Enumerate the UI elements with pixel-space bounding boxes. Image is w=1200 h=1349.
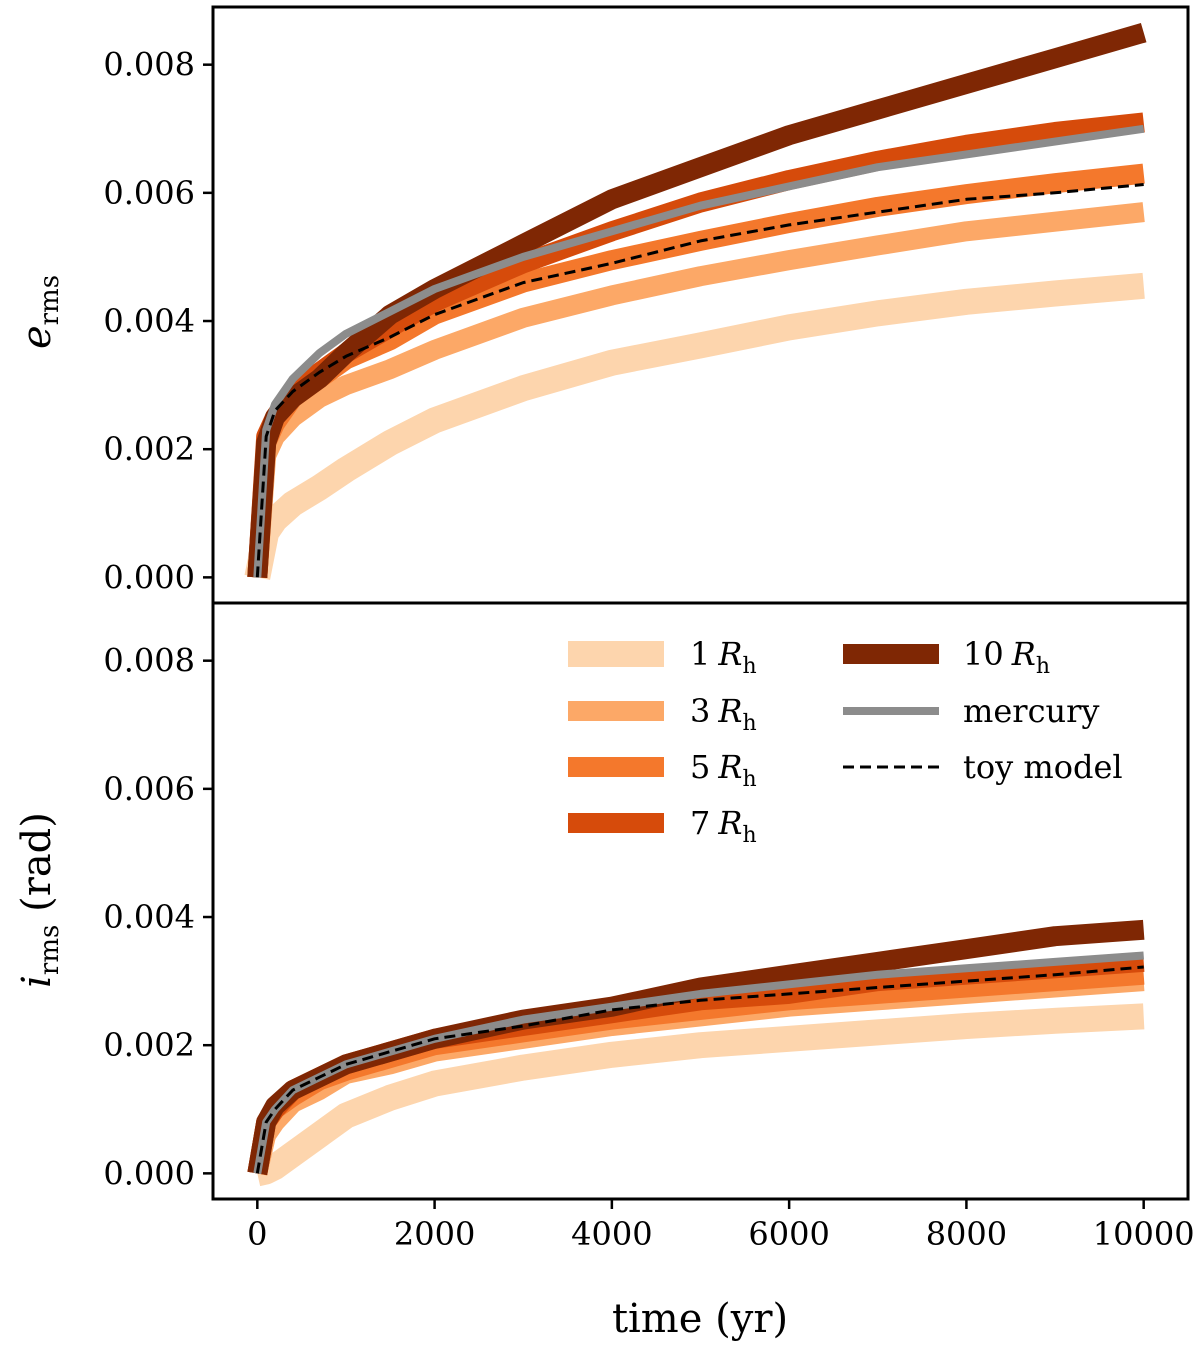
bottom-ytick-label: 0.006	[103, 770, 195, 808]
bottom-xtick-label: 10000	[1093, 1215, 1195, 1253]
bottom-ytick-label: 0.000	[103, 1154, 195, 1192]
top-panel: 0.000 0.002 0.004 0.006 0.008 erms	[14, 5, 1190, 605]
top-y-axis-label: erms	[14, 275, 65, 349]
top-ytick-label: 0.002	[103, 430, 195, 468]
legend-label-5: mercury	[963, 692, 1099, 730]
bottom-xtick-label: 4000	[571, 1215, 652, 1253]
bottom-series-mercury	[253, 951, 1144, 1175]
top-series-mercury	[253, 124, 1145, 578]
bottom-xtick-label: 0	[247, 1215, 267, 1253]
x-axis-label: time (yr)	[612, 1296, 788, 1342]
top-ytick-label: 0.000	[103, 558, 195, 596]
bottom-series-group	[247, 919, 1145, 1187]
top-series-1-r-h	[244, 272, 1145, 580]
bottom-ytick-label: 0.002	[103, 1026, 195, 1064]
top-series-10-r-h	[247, 22, 1147, 579]
bottom-plot-frame	[211, 601, 1190, 1201]
bottom-axes: 0.000 0.002 0.004 0.006 0.008 0 2000 4000 6000 80…	[14, 601, 1195, 1253]
legend: 1 Rh 3 Rh 5 Rh 7 Rh 10 Rh mercury toy model	[568, 635, 1123, 848]
legend-label-3: 7 Rh	[690, 804, 757, 848]
top-series-group	[244, 22, 1147, 580]
legend-label-4: 10 Rh	[963, 635, 1050, 679]
legend-label-1: 3 Rh	[690, 692, 757, 736]
bottom-ytick-label: 0.004	[103, 898, 195, 936]
bottom-xtick-label: 8000	[926, 1215, 1007, 1253]
legend-label-6: toy model	[963, 748, 1123, 786]
bottom-series-1-r-h	[253, 1003, 1145, 1187]
bottom-ytick-label: 0.008	[103, 642, 195, 680]
bottom-xtick-label: 2000	[394, 1215, 475, 1253]
top-ytick-label: 0.006	[103, 174, 195, 212]
top-ytick-label: 0.008	[103, 46, 195, 84]
legend-label-0: 1 Rh	[690, 635, 757, 679]
bottom-xtick-label: 6000	[748, 1215, 829, 1253]
top-series-3-r-h	[247, 202, 1145, 579]
legend-label-2: 5 Rh	[690, 748, 757, 792]
bottom-series-toy-model	[255, 965, 1144, 1174]
top-ytick-label: 0.004	[103, 302, 195, 340]
bottom-y-axis-label: irms (rad)	[14, 812, 65, 988]
top-axes: 0.000 0.002 0.004 0.006 0.008 erms	[14, 5, 1190, 605]
bottom-panel: 0.000 0.002 0.004 0.006 0.008 0 2000 4000 6000 80…	[14, 601, 1195, 1253]
top-series-toy-model	[255, 183, 1144, 578]
